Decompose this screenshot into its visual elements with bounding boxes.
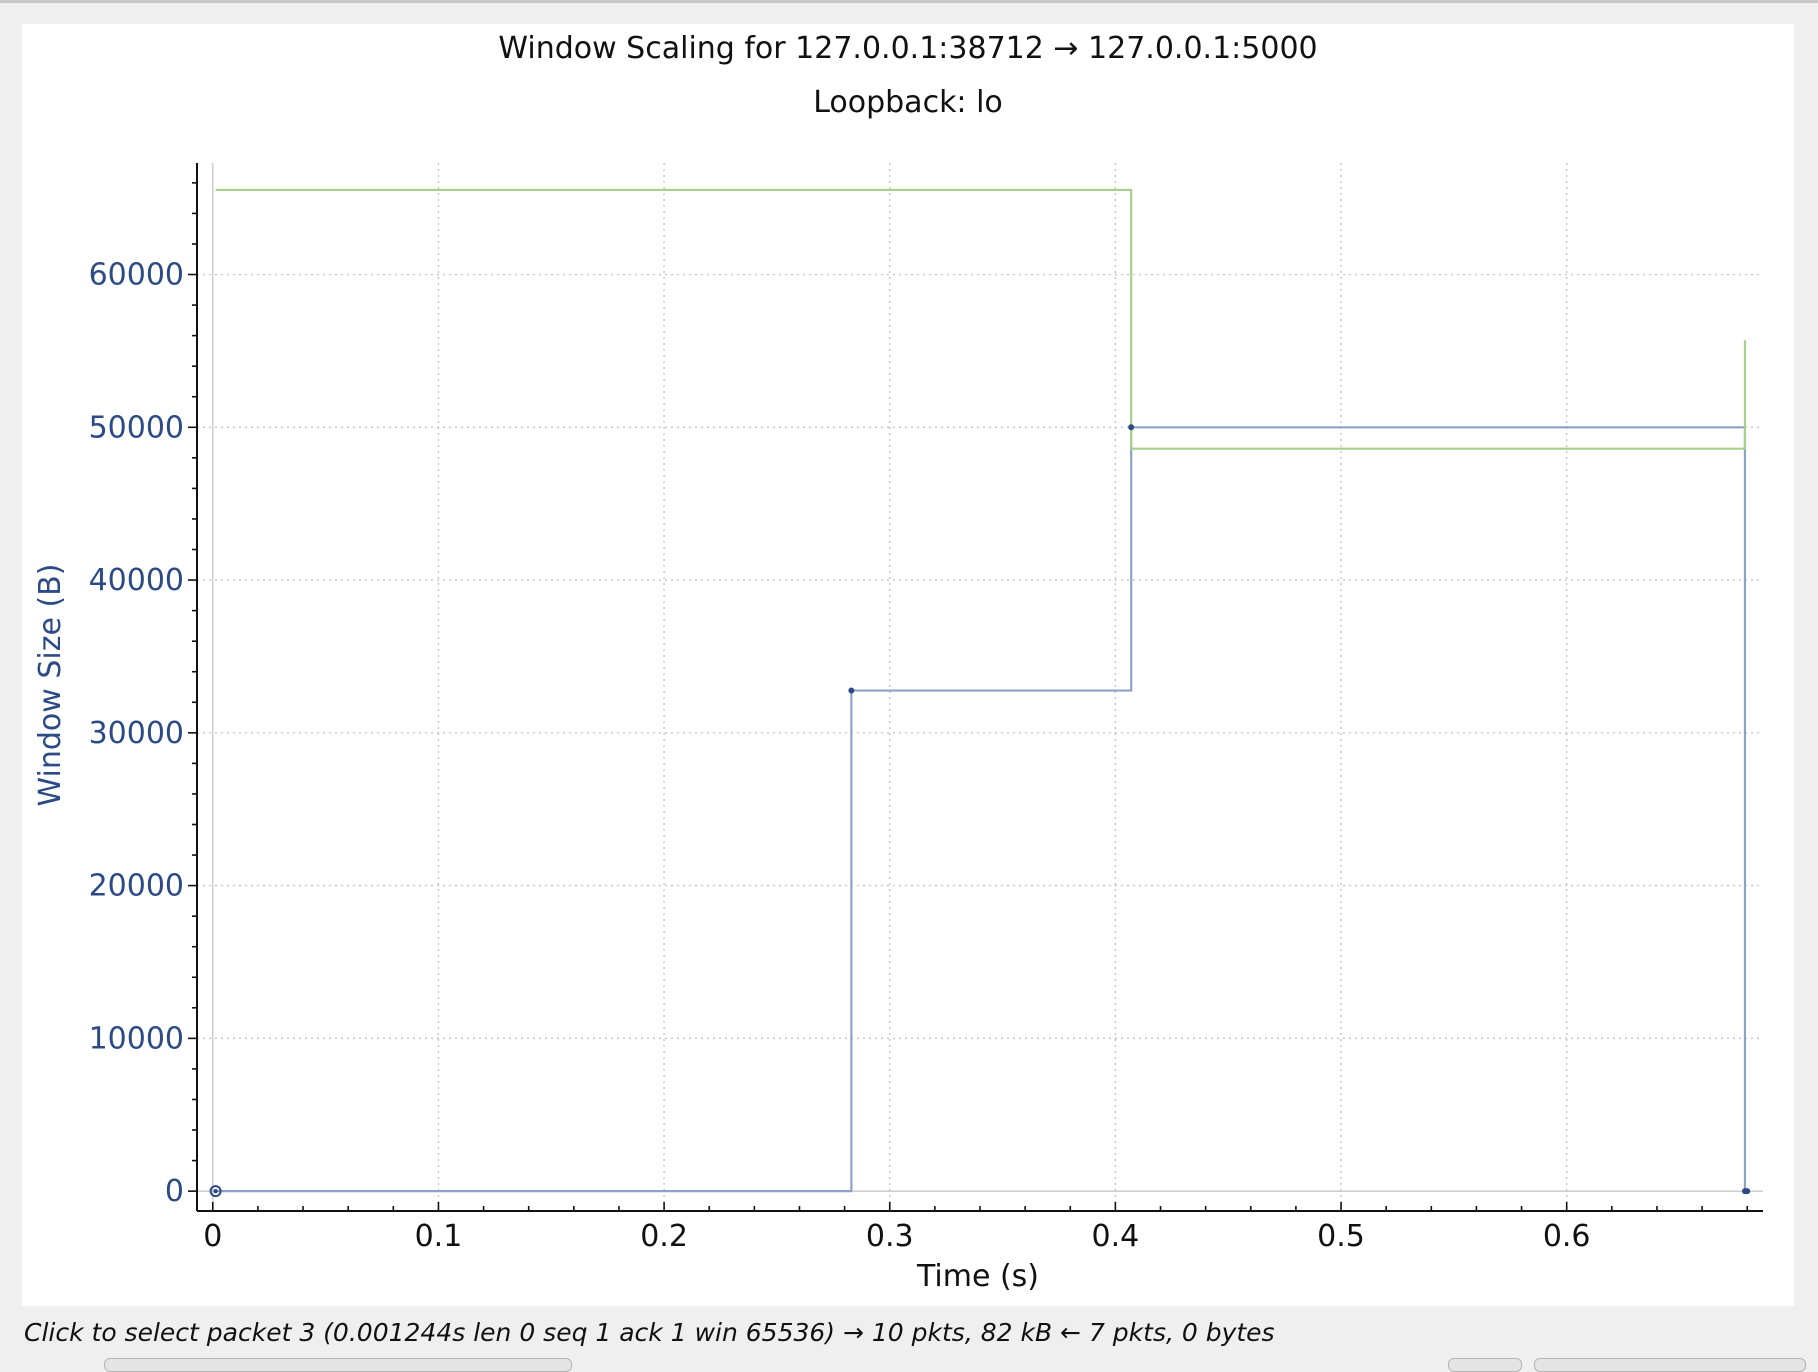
tick-labels: 0 10000 20000 30000 40000 50000 60000 0 0.1 0.2 0.… <box>89 258 1591 1254</box>
y-tick-label: 20000 <box>89 869 184 904</box>
y-tick-label: 30000 <box>89 716 184 751</box>
window-top-edge <box>0 0 1818 3</box>
data-point-marker[interactable] <box>1744 1188 1751 1195</box>
x-tick-label: 0.5 <box>1317 1219 1365 1254</box>
reset-button[interactable] <box>104 1358 572 1372</box>
data-point-dot <box>213 1188 218 1194</box>
x-tick-label: 0 <box>203 1219 222 1254</box>
chart-title: Window Scaling for 127.0.0.1:38712 → 127… <box>498 31 1317 66</box>
x-tick-label: 0.2 <box>640 1219 688 1254</box>
x-tick-label: 0.1 <box>415 1219 463 1254</box>
y-axis-label: Window Size (B) <box>33 564 68 807</box>
data-point-marker[interactable] <box>848 687 855 694</box>
x-tick-label: 0.3 <box>866 1219 914 1254</box>
grid-lines <box>197 163 1763 1211</box>
data-point-marker[interactable] <box>209 1185 222 1198</box>
close-button[interactable] <box>1534 1358 1806 1372</box>
data-markers[interactable] <box>209 424 1751 1198</box>
x-axis-label: Time (s) <box>916 1259 1039 1294</box>
y-tick-label: 10000 <box>89 1021 184 1056</box>
x-tick-label: 0.6 <box>1543 1219 1591 1254</box>
series-line-receive-window[interactable] <box>215 188 1747 450</box>
x-tick-label: 0.4 <box>1092 1219 1140 1254</box>
plot-panel[interactable] <box>22 24 1794 1306</box>
axes <box>188 163 1763 1212</box>
help-button[interactable] <box>1448 1358 1522 1372</box>
data-point-marker[interactable] <box>1128 424 1135 431</box>
y-tick-label: 50000 <box>89 410 184 445</box>
status-bar: Click to select packet 3 (0.001244s len … <box>24 1318 1275 1347</box>
y-tick-label: 40000 <box>89 563 184 598</box>
y-tick-label: 0 <box>165 1174 184 1209</box>
y-tick-label: 60000 <box>89 258 184 293</box>
series-lines[interactable] <box>215 188 1748 1193</box>
series-line-bytes-in-flight[interactable] <box>215 426 1748 1193</box>
chart-subtitle: Loopback: lo <box>813 85 1003 120</box>
